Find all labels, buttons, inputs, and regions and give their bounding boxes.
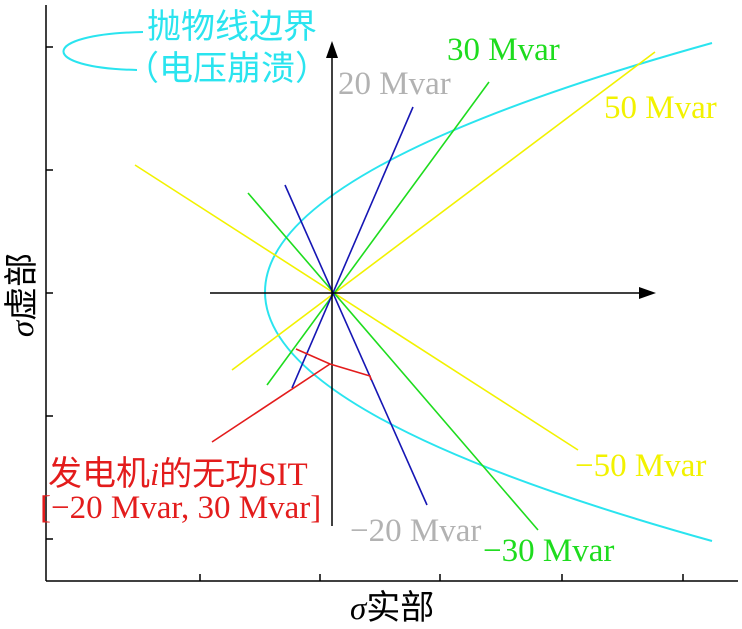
- y-axis-label-symbol: σ: [5, 319, 41, 337]
- trajectory-line-50mvar: [231, 51, 656, 371]
- trajectory-line-30mvar: [266, 81, 490, 386]
- x-axis-label: σ实部: [350, 589, 434, 627]
- sit-annotation-prefix: 发电机: [48, 455, 150, 493]
- inner-axes: [210, 41, 656, 526]
- real-axis-arrowhead: [639, 287, 656, 299]
- trajectory-line-20mvar: [291, 106, 414, 389]
- x-axis-label-symbol: σ: [350, 591, 368, 627]
- legend-title: 抛物线边界: [147, 8, 317, 46]
- legend-parabola-symbol: [62, 31, 144, 71]
- trajectory-line-neg20mvar: [284, 184, 428, 506]
- sit-annotation-generator-index: i: [150, 457, 159, 493]
- sit-range-polyline: [295, 348, 372, 381]
- legend-subtitle: （电压崩溃）: [125, 50, 329, 88]
- line-labels: 20 Mvar −20 Mvar 30 Mvar −30 Mvar 50 Mva…: [338, 32, 717, 569]
- y-axis-label: σ虚部: [3, 253, 41, 337]
- label-20mvar: 20 Mvar: [338, 66, 451, 102]
- sit-annotation-suffix: 的无功SIT: [159, 456, 308, 493]
- label-neg50mvar: −50 Mvar: [575, 448, 706, 484]
- sit-leader-line: [211, 363, 331, 443]
- imag-axis-arrowhead: [326, 41, 338, 58]
- plot-frame: [45, 5, 738, 582]
- legend: 抛物线边界 （电压崩溃）: [62, 8, 329, 88]
- trajectory-line-neg50mvar: [134, 164, 579, 451]
- sit-annotation-pointer: [211, 348, 372, 443]
- y-axis-label-text: 虚部: [3, 253, 41, 321]
- label-neg30mvar: −30 Mvar: [483, 533, 614, 569]
- parabola-boundary-curve: [264, 42, 713, 542]
- sit-annotation-line1: 发电机i的无功SIT: [48, 455, 308, 493]
- sit-annotation-range: [−20 Mvar, 30 Mvar]: [40, 490, 321, 526]
- sit-annotation-text: 发电机i的无功SIT [−20 Mvar, 30 Mvar]: [40, 455, 321, 526]
- label-neg20mvar: −20 Mvar: [350, 513, 481, 549]
- x-axis-label-text: 实部: [366, 589, 434, 627]
- label-30mvar: 30 Mvar: [447, 32, 560, 68]
- trajectory-line-neg30mvar: [247, 192, 539, 531]
- trajectory-lines: [134, 51, 656, 531]
- label-50mvar: 50 Mvar: [604, 90, 717, 126]
